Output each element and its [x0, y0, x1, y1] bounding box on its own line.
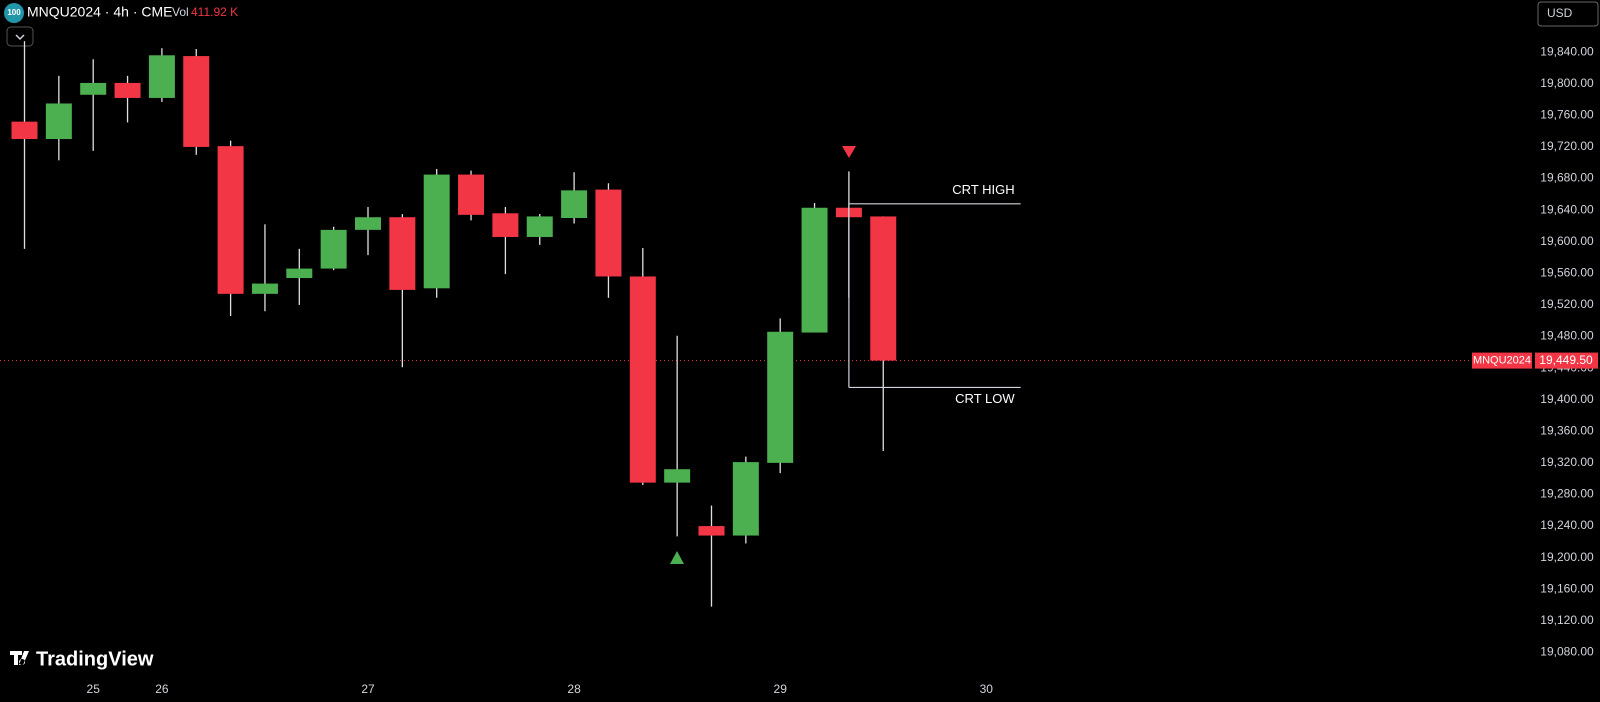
x-tick-label: 28 — [567, 682, 581, 696]
x-tick-label: 25 — [87, 682, 101, 696]
candle-body — [148, 55, 175, 98]
candle-body — [870, 216, 897, 361]
candle-body — [114, 82, 141, 98]
candle-body — [355, 217, 381, 230]
candle-body — [561, 190, 588, 219]
symbol-title: MNQU2024 · 4h · CME — [27, 4, 172, 20]
x-tick-label: 27 — [361, 682, 375, 696]
candle-body — [11, 121, 38, 140]
buy-signal — [670, 551, 684, 564]
y-tick-label: 19,800.00 — [1540, 76, 1594, 90]
y-tick-label: 19,360.00 — [1540, 423, 1594, 437]
badge-text: 100 — [7, 8, 21, 17]
crt-level-label: CRT HIGH — [952, 182, 1014, 197]
candle-body — [217, 146, 244, 294]
candle-body — [629, 276, 656, 483]
sell-signal — [842, 146, 856, 158]
chevron-icon — [15, 34, 25, 41]
y-tick-label: 19,760.00 — [1540, 107, 1594, 121]
candle-body — [458, 174, 485, 215]
y-tick-label: 19,120.00 — [1540, 613, 1594, 627]
candle-body — [595, 189, 622, 277]
candle-body — [526, 216, 553, 237]
brand-name: TradingView — [36, 648, 154, 670]
currency-label: USD — [1547, 6, 1573, 20]
x-tick-label: 29 — [774, 682, 788, 696]
candle-body — [183, 56, 210, 147]
y-tick-label: 19,480.00 — [1540, 329, 1594, 343]
y-tick-label: 19,320.00 — [1540, 455, 1594, 469]
candle-body — [664, 469, 691, 483]
candle-body — [80, 82, 107, 95]
y-tick-label: 19,720.00 — [1540, 139, 1594, 153]
symbol-price-tag-text: MNQU2024 — [1473, 354, 1531, 366]
volume-value: 411.92 K — [191, 5, 238, 19]
candle-body — [732, 462, 759, 536]
candle-body — [45, 103, 72, 140]
currency-button[interactable] — [1537, 1, 1599, 27]
candle-body — [389, 217, 416, 290]
candle-body — [492, 213, 519, 237]
y-tick-label: 19,400.00 — [1540, 392, 1594, 406]
y-tick-label: 19,640.00 — [1540, 202, 1594, 216]
symbol-price-tag — [1472, 352, 1532, 369]
candle-body — [320, 229, 347, 269]
x-tick-label: 30 — [980, 682, 994, 696]
y-tick-label: 19,200.00 — [1540, 550, 1594, 564]
x-tick-label: 26 — [155, 682, 169, 696]
last-price-label: 19,449.50 — [1539, 353, 1593, 367]
crt-level-label: CRT LOW — [955, 391, 1015, 406]
candle-body — [801, 207, 828, 333]
y-tick-label: 19,280.00 — [1540, 487, 1594, 501]
symbol-badge — [4, 3, 24, 23]
candle-body — [767, 331, 794, 463]
candle-body — [423, 174, 450, 289]
y-tick-label: 19,680.00 — [1540, 171, 1594, 185]
brand-logo — [10, 651, 29, 665]
volume-label: Vol — [172, 5, 189, 19]
last-price-tag — [1535, 352, 1598, 369]
y-tick-label: 19,840.00 — [1540, 44, 1594, 58]
candle-body — [286, 268, 313, 279]
y-tick-label: 19,600.00 — [1540, 234, 1594, 248]
y-tick-label: 19,080.00 — [1540, 645, 1594, 659]
candle-body — [251, 283, 278, 294]
candle-body — [698, 526, 725, 536]
y-tick-label: 19,560.00 — [1540, 265, 1594, 279]
y-tick-label: 19,240.00 — [1540, 518, 1594, 532]
y-tick-label: 19,520.00 — [1540, 297, 1594, 311]
collapse-button[interactable] — [6, 26, 34, 47]
y-tick-label: 19,160.00 — [1540, 581, 1594, 595]
